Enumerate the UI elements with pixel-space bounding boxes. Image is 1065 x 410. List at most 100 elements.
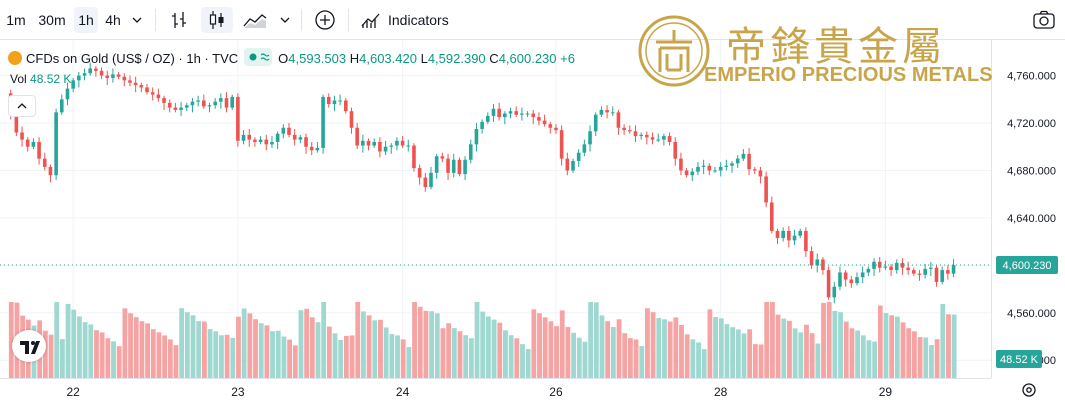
volume-bar (440, 328, 446, 378)
volume-bar (622, 333, 628, 378)
collapse-legend-button[interactable] (8, 95, 36, 117)
candle-body (610, 112, 615, 114)
candle-body (866, 268, 871, 273)
toolbar-divider (301, 9, 302, 31)
volume-bar (156, 332, 162, 378)
candle-body (832, 286, 837, 298)
volume-bar (241, 308, 247, 378)
candle-body (929, 267, 933, 269)
symbol-title[interactable]: CFDs on Gold (US$ / OZ) · 1h · TVC (26, 51, 239, 66)
volume-bar (917, 337, 923, 378)
candle-body (383, 146, 388, 152)
volume-bar (400, 339, 406, 378)
candle-body (843, 272, 848, 280)
candle-body (770, 202, 774, 231)
interval-1h[interactable]: 1h (74, 7, 98, 33)
volume-bar (111, 341, 116, 378)
add-compare-icon[interactable] (311, 7, 339, 33)
volume-bar (423, 310, 429, 378)
volume-bar (366, 315, 372, 378)
candle-body (554, 127, 558, 131)
candle-body (179, 107, 183, 110)
candle-body (565, 158, 570, 171)
interval-dropdown-chevron-icon[interactable] (128, 7, 146, 33)
eye-icon[interactable] (244, 48, 273, 66)
candle-body (559, 130, 564, 159)
volume-bar (548, 321, 554, 378)
area-chart-icon[interactable] (240, 7, 270, 33)
candle-body (190, 101, 195, 106)
volume-bar (213, 331, 219, 378)
candle-body (71, 80, 75, 89)
price-axis[interactable]: 4,520.0004,560.0004,600.0004,640.0004,68… (991, 40, 1065, 378)
volume-value: 48.52 K (30, 72, 72, 86)
candle-body (77, 75, 81, 81)
volume-bar (349, 335, 355, 378)
volume-bar (287, 339, 292, 378)
price-chart[interactable] (0, 40, 991, 378)
candle-body (247, 134, 252, 140)
gear-icon[interactable] (1020, 381, 1038, 399)
candle-body (315, 147, 320, 151)
candle-body (133, 82, 138, 86)
candle-body (60, 99, 64, 113)
volume-bar (747, 329, 753, 378)
candle-body (486, 115, 490, 122)
candle-body (326, 96, 331, 105)
volume-bar (48, 334, 54, 378)
time-axis[interactable]: 22 23 24 26 28 29 (0, 378, 991, 404)
volume-bar (684, 334, 690, 378)
candle-body (707, 165, 712, 171)
candle-body (628, 130, 632, 132)
candle-body (389, 145, 394, 147)
chart-pane[interactable] (0, 40, 991, 378)
volume-bar (145, 323, 150, 378)
candles-icon[interactable] (201, 7, 233, 33)
indicators-button[interactable]: Indicators (360, 7, 464, 33)
candle-body (400, 140, 405, 146)
chart-type-chevron-icon[interactable] (276, 7, 294, 33)
price-tick-label: 4,720.000 (1007, 118, 1056, 130)
interval-1m[interactable]: 1m (6, 12, 26, 28)
volume-bar (605, 321, 611, 378)
candle-body (872, 261, 876, 269)
volume-bar (764, 302, 770, 378)
time-tick-label: 23 (231, 385, 245, 399)
candle-body (815, 259, 820, 266)
candle-body (298, 137, 303, 140)
candle-body (917, 273, 922, 275)
volume-bar (326, 326, 332, 378)
volume-bar (99, 332, 105, 378)
volume-bar (275, 330, 281, 378)
candle-body (877, 261, 882, 268)
tradingview-logo-icon[interactable] (12, 330, 46, 362)
candle-body (116, 74, 121, 77)
candle-body (735, 158, 740, 164)
candle-body (349, 111, 354, 128)
candle-body (474, 128, 479, 145)
candle-body (463, 159, 467, 175)
camera-icon[interactable] (1032, 8, 1056, 32)
close-label: C (489, 51, 499, 66)
volume-bar (315, 322, 321, 378)
volume-bar (781, 318, 787, 378)
candle-body (304, 137, 308, 147)
interval-30m[interactable]: 30m (38, 12, 66, 28)
price-tick-label: 4,760.000 (1007, 71, 1056, 83)
candle-body (724, 165, 729, 167)
volume-bar (429, 311, 434, 378)
candle-body (491, 108, 496, 116)
volume-bar (497, 322, 503, 378)
volume-bar (520, 344, 525, 378)
volume-bar (855, 330, 860, 378)
candle-body (150, 92, 155, 95)
candle-body (332, 100, 337, 105)
interval-4h[interactable]: 4h (105, 12, 121, 28)
candle-body (162, 98, 166, 103)
volume-bar (116, 346, 122, 378)
candle-body (423, 177, 428, 188)
bars-icon[interactable] (165, 7, 193, 33)
candle-body (213, 101, 217, 106)
indicators-icon (360, 10, 382, 38)
candle-body (196, 100, 200, 102)
